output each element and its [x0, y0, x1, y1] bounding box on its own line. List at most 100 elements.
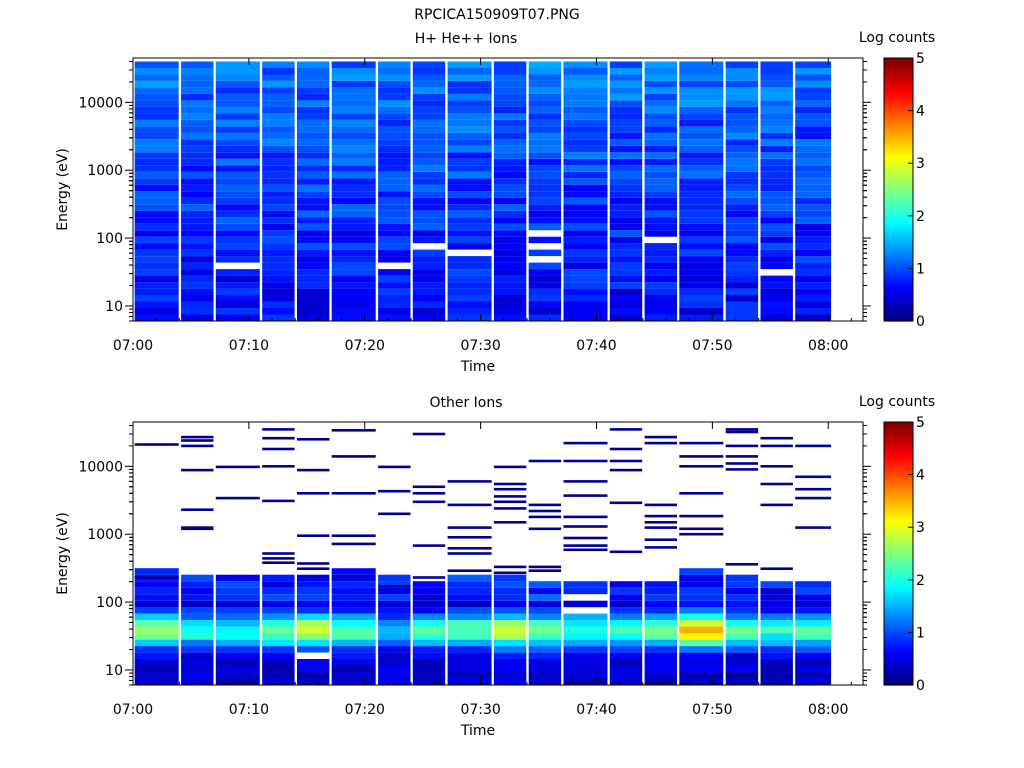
heatmap-cells [134, 61, 832, 321]
heatmap-cell [644, 178, 677, 185]
colorbar-frame [883, 57, 914, 322]
heatmap-cell [297, 171, 330, 179]
colorbar-swatch [884, 115, 913, 120]
colorbar-swatch [884, 450, 913, 455]
heatmap-cell [215, 230, 260, 237]
heatmap-cell [493, 574, 527, 582]
heatmap-cell [181, 158, 214, 166]
colorbar-tick-label: 5 [916, 51, 925, 67]
colorbar-tick-label: 0 [916, 314, 925, 330]
heatmap-cell [609, 191, 643, 198]
heatmap-cell [795, 152, 832, 159]
heatmap-cell [378, 119, 411, 127]
colorbar-swatch [884, 315, 913, 319]
heatmap-cell [760, 301, 793, 308]
heatmap-cell [134, 646, 179, 653]
heatmap-cell [447, 301, 492, 308]
heatmap-cell [447, 626, 492, 634]
heatmap-cell [181, 249, 214, 257]
colorbar-frame [883, 421, 914, 686]
event-cell [412, 500, 446, 504]
heatmap-cell [447, 243, 492, 250]
heatmap-cell [262, 659, 295, 666]
heatmap-cell [795, 607, 832, 614]
heatmap-cell [215, 145, 260, 153]
heatmap-cells [134, 428, 832, 685]
heatmap-cell [493, 61, 527, 68]
heatmap-cell [297, 93, 330, 101]
colorbar-swatch [884, 189, 913, 193]
heatmap-cell [528, 613, 562, 621]
heatmap-cell [679, 113, 724, 120]
heatmap-cell [297, 600, 330, 608]
event-cell [609, 428, 643, 431]
colorbar-tick-label: 1 [916, 625, 925, 641]
colorbar-swatch [884, 479, 913, 484]
heatmap-cell [725, 158, 759, 166]
heatmap-cell [215, 243, 260, 250]
heatmap-cell [378, 639, 411, 647]
heatmap-cell [215, 587, 260, 595]
heatmap-cell [412, 68, 446, 75]
heatmap-cell [215, 210, 260, 218]
heatmap-cell [181, 68, 214, 75]
heatmap-cell [181, 288, 214, 296]
heatmap-cell [412, 191, 446, 198]
x-tick-label: 07:00 [113, 702, 153, 718]
colorbar-swatch [884, 273, 913, 277]
colorbar-swatch [884, 458, 913, 463]
heatmap-cell [493, 256, 527, 263]
heatmap-cell [725, 574, 759, 582]
heatmap-cell [378, 171, 411, 179]
heatmap-cell [795, 145, 832, 153]
colorbar-swatch [884, 550, 913, 555]
heatmap-cell [297, 314, 330, 321]
heatmap-cell [447, 574, 492, 582]
event-cell [378, 512, 411, 516]
heatmap-cell [725, 607, 759, 614]
heatmap-cell [609, 249, 643, 257]
heatmap-cell [644, 249, 677, 257]
heatmap-cell [760, 223, 793, 231]
heatmap-cell [215, 132, 260, 140]
heatmap-cell [528, 665, 562, 672]
heatmap-cell [725, 197, 759, 205]
heatmap-cell [181, 165, 214, 172]
heatmap-cell [134, 282, 179, 289]
heatmap-cell [181, 613, 214, 621]
colorbar-swatch [884, 603, 913, 607]
heatmap-cell [134, 256, 179, 263]
heatmap-cell [412, 61, 446, 68]
colorbar-swatch [884, 215, 913, 220]
heatmap-cell [331, 100, 376, 107]
colorbar-swatch [884, 564, 913, 568]
heatmap-cell [331, 184, 376, 192]
colorbar-swatch [884, 682, 913, 686]
heatmap-cell [447, 87, 492, 94]
heatmap-cell [644, 197, 677, 205]
heatmap-cell [378, 178, 411, 185]
heatmap-cell [215, 152, 260, 159]
heatmap-cell [679, 106, 724, 114]
heatmap-cell [331, 80, 376, 88]
heatmap-cell [134, 568, 179, 575]
colorbar-swatch [884, 598, 913, 602]
heatmap-cell [262, 210, 295, 218]
heatmap-cell [493, 672, 527, 679]
heatmap-cell [725, 295, 759, 302]
heatmap-cell [795, 87, 832, 94]
heatmap-cell [412, 581, 446, 588]
heatmap-cell [331, 269, 376, 276]
event-cell [528, 509, 562, 513]
heatmap-cell [262, 243, 295, 250]
heatmap-cell [378, 269, 411, 276]
heatmap-cell [795, 613, 832, 621]
colorbar-swatch [884, 294, 913, 298]
colorbar-swatch [884, 445, 913, 449]
heatmap-cell [679, 145, 724, 153]
heatmap-cell [215, 184, 260, 192]
heatmap-cell [795, 301, 832, 308]
colorbar-swatch [884, 86, 913, 91]
colorbar-swatch [884, 422, 913, 426]
heatmap-cell [331, 119, 376, 127]
